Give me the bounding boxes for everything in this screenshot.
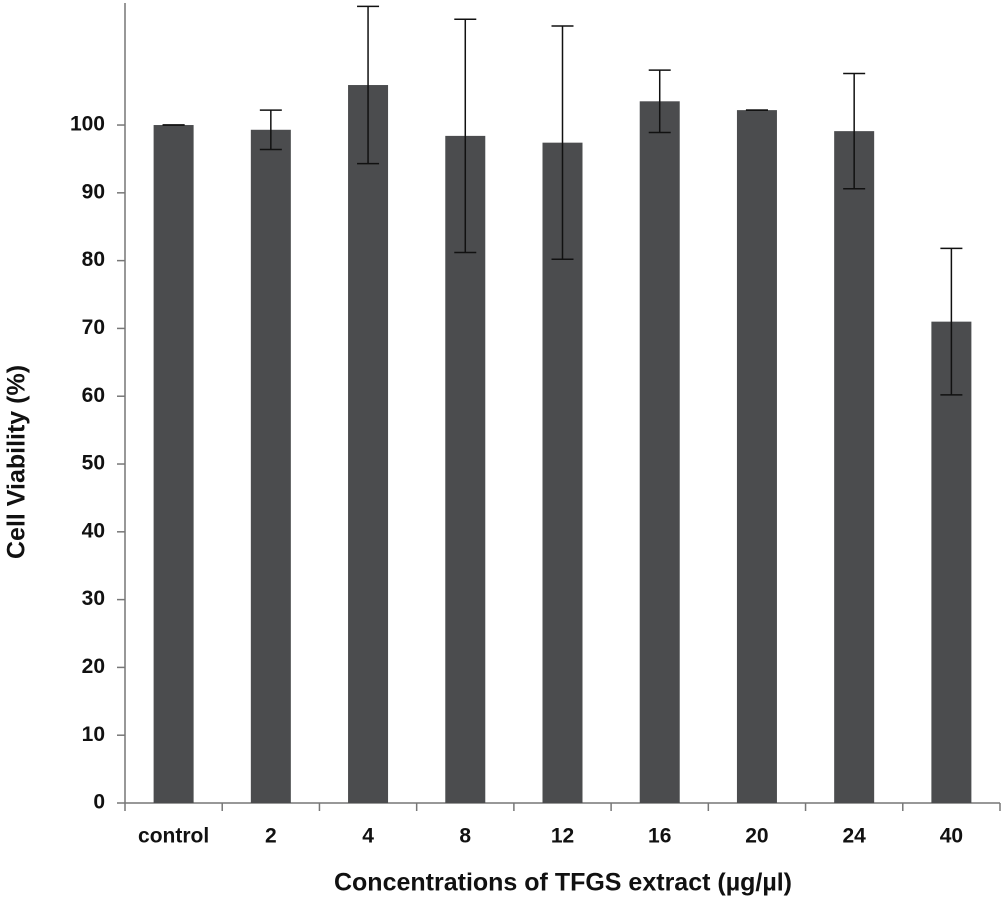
- bar: [639, 101, 680, 804]
- x-tick-label: 16: [648, 825, 671, 848]
- x-tick-label: 12: [551, 825, 574, 848]
- y-tick-label: 0: [93, 791, 105, 814]
- bar: [931, 321, 972, 803]
- y-tick-label: 100: [70, 113, 105, 136]
- bar: [834, 131, 875, 803]
- x-tick-label: 4: [362, 825, 374, 848]
- bar: [153, 125, 194, 804]
- x-tick-label: 20: [745, 825, 768, 848]
- y-axis-title: Cell Viability (%): [3, 365, 31, 559]
- x-tick-label: 8: [459, 825, 471, 848]
- y-tick-label: 60: [82, 384, 105, 407]
- x-tick-label: 2: [265, 825, 277, 848]
- y-tick-label: 10: [82, 723, 105, 746]
- y-tick-label: 70: [82, 316, 105, 339]
- y-tick-label: 40: [82, 519, 105, 542]
- bar: [736, 110, 777, 803]
- x-tick-label: control: [138, 825, 209, 848]
- y-tick-label: 80: [82, 248, 105, 271]
- y-tick-label: 20: [82, 655, 105, 678]
- y-tick-label: 50: [82, 452, 105, 475]
- y-tick-label: 90: [82, 180, 105, 203]
- y-tick-label: 30: [82, 587, 105, 610]
- x-axis-title: Concentrations of TFGS extract (µg/µl): [334, 869, 792, 897]
- bar: [348, 85, 389, 804]
- x-tick-label: 24: [842, 825, 866, 848]
- x-tick-label: 40: [940, 825, 963, 848]
- bar: [250, 129, 291, 803]
